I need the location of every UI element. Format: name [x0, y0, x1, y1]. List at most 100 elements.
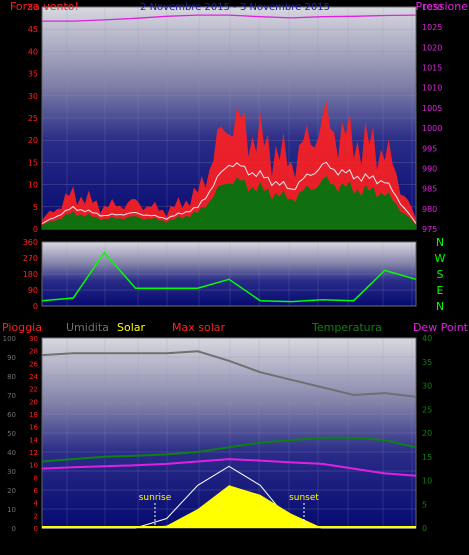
compass-letter: N — [436, 236, 444, 249]
x-tick-label: 20 — [343, 233, 353, 242]
bottom-time-axis: 02 04 06 08 10 12 14 16 18 20 22 00 — [62, 539, 417, 548]
tick-label: 1000 — [422, 124, 442, 133]
pressure-series — [42, 14, 417, 22]
wind-direction-line — [41, 251, 417, 303]
pressure-axis: 975 980 985 990 995 1000 1005 1010 1015 1020 1025 1… — [422, 3, 442, 234]
x-tick-label: 00 — [407, 539, 417, 548]
tick-label: 90 — [7, 354, 16, 362]
tick-label: 60 — [7, 411, 16, 419]
legend-temperature: Temperatura — [311, 321, 382, 334]
humidity-line — [41, 350, 417, 398]
x-tick-label: 14 — [254, 539, 264, 548]
tick-label: 10 — [422, 477, 432, 486]
tick-label: 10 — [29, 462, 38, 470]
x-tick-label: 02 — [62, 539, 72, 548]
wind-speed-series — [41, 100, 417, 230]
tick-label: 1015 — [422, 64, 442, 73]
tick-label: 4 — [34, 500, 39, 508]
compass-letter: E — [437, 284, 444, 297]
wind-average-line — [41, 161, 417, 225]
tick-label: 5 — [33, 203, 38, 212]
tick-label: 10 — [28, 181, 38, 190]
tick-label: 35 — [28, 70, 38, 79]
tick-label: 30 — [29, 335, 38, 343]
tick-label: 0 — [33, 225, 38, 234]
tick-label: 6 — [34, 487, 39, 495]
pressure-title: Pressione — [416, 0, 469, 13]
tick-label: 30 — [28, 92, 38, 101]
x-tick-label: 12 — [225, 233, 235, 242]
tick-label: 22 — [29, 386, 38, 394]
tick-label: 270 — [23, 254, 38, 263]
tick-label: 24 — [29, 373, 38, 381]
wind-direction-series — [41, 251, 417, 303]
x-tick-label: 04 — [100, 539, 110, 548]
tick-label: 1010 — [422, 84, 442, 93]
tick-label: 10 — [7, 506, 16, 514]
x-tick-label: 04 — [100, 233, 110, 242]
tick-label: 5 — [422, 500, 427, 509]
tick-label: 0 — [422, 524, 427, 533]
tick-label: 20 — [28, 136, 38, 145]
tick-label: 12 — [29, 449, 38, 457]
compass-letter: N — [436, 300, 444, 313]
x-tick-label: 10 — [194, 233, 204, 242]
tick-label: 40 — [28, 47, 38, 56]
x-tick-label: 10 — [194, 539, 204, 548]
tick-label: 90 — [28, 286, 38, 295]
tick-label: 30 — [422, 382, 432, 391]
tick-label: 0 — [33, 302, 38, 311]
tick-label: 18 — [29, 411, 38, 419]
tick-label: 8 — [34, 474, 38, 482]
x-tick-label: 14 — [254, 233, 264, 242]
tick-label: 975 — [422, 225, 437, 234]
bottom-series — [41, 350, 417, 529]
tick-label: 40 — [422, 334, 432, 343]
tick-label: 25 — [422, 405, 432, 414]
date-title: 2 Novembre 2015 - 3 Novembre 2015 — [140, 2, 330, 13]
x-tick-label: 06 — [133, 539, 143, 548]
dewpoint-line — [41, 458, 417, 477]
temperature-line — [41, 436, 417, 463]
tick-label: 40 — [7, 449, 16, 457]
x-tick-label: 12 — [225, 539, 235, 548]
tick-label: 100 — [3, 335, 16, 343]
x-tick-label: 20 — [343, 539, 353, 548]
x-tick-label: 08 — [162, 539, 172, 548]
legend-max-solar: Max solar — [172, 321, 225, 334]
tick-label: 985 — [422, 185, 437, 194]
x-tick-label: 18 — [313, 233, 323, 242]
legend-humidity: Umidita — [66, 321, 109, 334]
wind-direction-grid — [42, 241, 416, 307]
tick-label: 360 — [23, 238, 38, 247]
compass-letter: W — [435, 252, 446, 265]
tick-label: 20 — [7, 487, 16, 495]
tick-label: 14 — [29, 436, 38, 444]
tick-label: 15 — [28, 158, 38, 167]
tick-label: 0 — [34, 525, 38, 533]
tick-label: 980 — [422, 205, 437, 214]
sunset-label: sunset — [289, 493, 319, 503]
tick-label: 0 — [12, 525, 16, 533]
x-tick-label: 02 — [62, 233, 72, 242]
tick-label: 990 — [422, 164, 437, 173]
legend-dewpoint: Dew Point — [413, 321, 469, 334]
x-tick-label: 18 — [313, 539, 323, 548]
pressure-line — [42, 14, 417, 22]
tick-label: 1020 — [422, 43, 442, 52]
legend-rain: Pioggia — [2, 321, 42, 334]
tick-label: 20 — [29, 398, 38, 406]
tick-label: 35 — [422, 358, 432, 367]
wind-speed-title: Forza vento! — [10, 0, 79, 13]
tick-label: 15 — [422, 453, 432, 462]
tick-label: 25 — [28, 114, 38, 123]
tick-label: 50 — [28, 3, 38, 12]
x-tick-label: 22 — [378, 539, 388, 548]
tick-label: 1005 — [422, 104, 442, 113]
temperature-axis: 0 5 10 15 20 25 30 35 40 — [422, 334, 432, 533]
x-tick-label: 00 — [407, 233, 417, 242]
